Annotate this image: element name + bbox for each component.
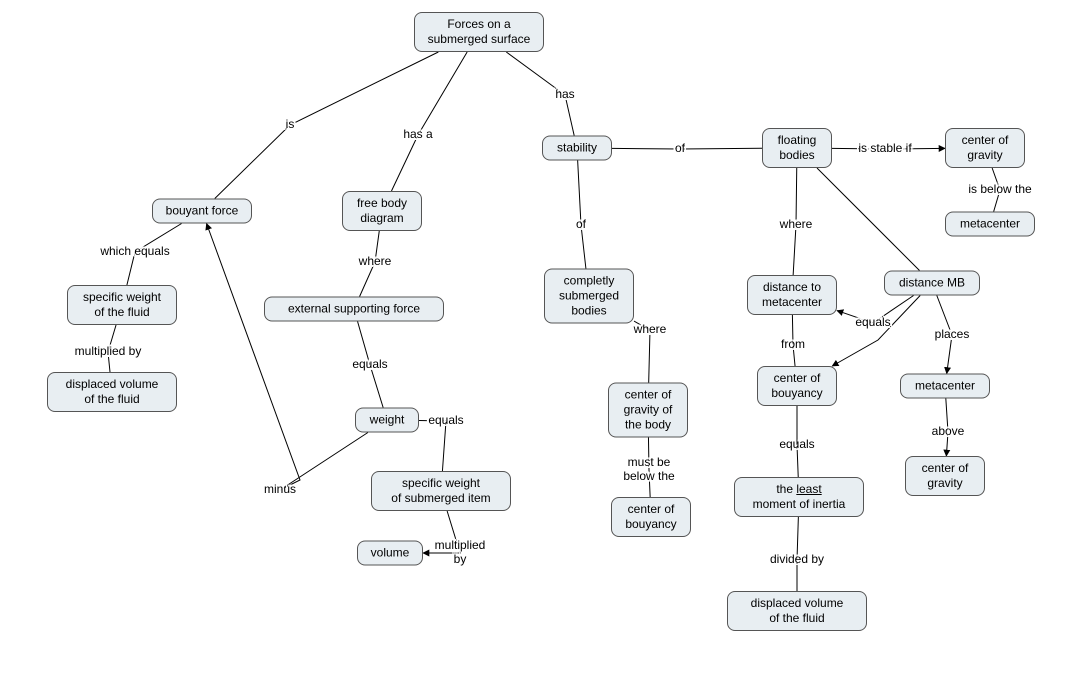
edge-label-weight-swsi: equals <box>428 414 463 428</box>
edge-label-swf-dvf: multiplied by <box>75 345 142 359</box>
edge-label-dMB-meta2: places <box>935 328 970 342</box>
node-swsi: specific weight of submerged item <box>371 471 511 511</box>
edge-label-csb-cogb: where <box>634 323 667 337</box>
edge-label-fbd-extf: where <box>359 255 392 269</box>
edge-stab-float <box>612 148 762 149</box>
edge-stab-csb <box>578 161 586 269</box>
edge-label-float-cog1: is stable if <box>858 142 911 156</box>
edge-label-dMB-dmeta: equals <box>855 316 890 330</box>
edge-label-lmi-dvf2: divided by <box>770 553 824 567</box>
node-dvf: displaced volume of the fluid <box>47 372 177 412</box>
node-cob1: center of bouyancy <box>757 366 837 406</box>
node-buoy: bouyant force <box>152 199 252 224</box>
node-volume: volume <box>357 541 423 566</box>
edge-label-buoy-swf: which equals <box>100 245 169 259</box>
node-cogb: center of gravity of the body <box>608 383 688 438</box>
concept-map-canvas: Forces on a submerged surface bouyant for… <box>0 0 1080 678</box>
edge-label-float-dmeta: where <box>780 218 813 232</box>
edge-label-root-buoy: is <box>286 118 295 132</box>
node-float: floating bodies <box>762 128 832 168</box>
node-extf: external supporting force <box>264 297 444 322</box>
edge-label-root-fbd: has a <box>403 128 432 142</box>
node-dmeta: distance to metacenter <box>747 275 837 315</box>
node-csb: completly submerged bodies <box>544 269 634 324</box>
node-root: Forces on a submerged surface <box>414 12 544 52</box>
node-lmi: the least moment of inertia <box>734 477 864 517</box>
node-dMB: distance MB <box>884 271 980 296</box>
edge-label-stab-float: of <box>675 142 685 156</box>
edge-label-cob1-lmi: equals <box>779 438 814 452</box>
edge-dMB-cob1 <box>832 296 920 367</box>
edge-root-fbd <box>391 52 467 191</box>
node-weight: weight <box>355 408 419 433</box>
edge-label-stab-csb: of <box>576 218 586 232</box>
edge-root-buoy <box>215 52 439 199</box>
edge-label-root-stab: has <box>555 88 574 102</box>
edge-label-weight-buoy: minus <box>264 483 296 497</box>
node-dvf2: displaced volume of the fluid <box>727 591 867 631</box>
node-swf: specific weight of the fluid <box>67 285 177 325</box>
edge-weight-swsi <box>419 421 446 471</box>
edge-label-cogb-cob2: must be below the <box>623 456 674 484</box>
edges-layer <box>0 0 1080 678</box>
edge-float-dMB <box>817 168 920 271</box>
node-meta2: metacenter <box>900 374 990 399</box>
edge-weight-buoy <box>207 224 368 491</box>
node-meta1: metacenter <box>945 212 1035 237</box>
node-cob2: center of bouyancy <box>611 497 691 537</box>
edge-label-dmeta-cob1: from <box>781 338 805 352</box>
edge-label-swsi-volume: multiplied by <box>435 539 486 567</box>
edge-label-cog1-meta1: is below the <box>968 183 1031 197</box>
node-stab: stability <box>542 136 612 161</box>
node-fbd: free body diagram <box>342 191 422 231</box>
node-cog2: center of gravity <box>905 456 985 496</box>
node-cog1: center of gravity <box>945 128 1025 168</box>
edge-label-meta2-cog2: above <box>932 425 965 439</box>
edge-label-extf-weight: equals <box>352 358 387 372</box>
